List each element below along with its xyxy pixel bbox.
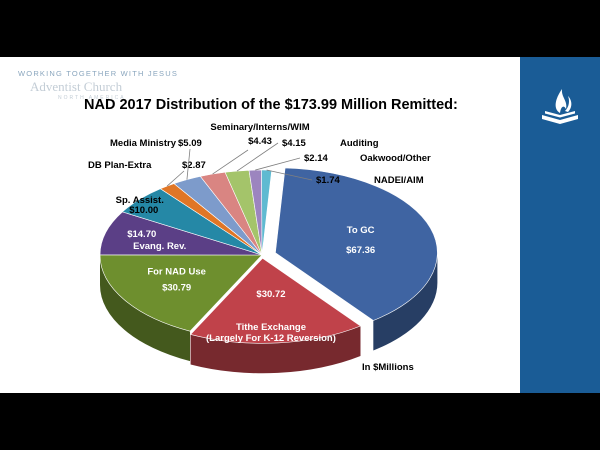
pie-side-for-nad-use (100, 255, 191, 362)
header-tagline: WORKING TOGETHER WITH JESUS (18, 69, 179, 78)
slice-value-evang-rev: $14.70 (127, 229, 156, 240)
brand-sidebar (520, 57, 600, 393)
slice-label-media-ministry: Media Ministry (110, 138, 177, 149)
pie-slice-tithe-exchange (190, 257, 362, 344)
slice-value-seminary-interns-wim: $4.43 (248, 136, 272, 147)
slice-value-oakwood-other: $2.14 (304, 153, 328, 164)
slice-label-sp-assist: Sp. Assist. (116, 195, 164, 206)
slice-value-tithe-exchange: $30.72 (256, 289, 285, 300)
pie-side-layer (100, 252, 438, 374)
pie-slice-to-gc (275, 167, 438, 321)
pie-chart: To GC $67.36 $30.72 Tithe Exchange(Largely … (88, 122, 438, 374)
slice-label-auditing: Auditing (340, 138, 379, 149)
slice-value-to-gc: $67.36 (346, 245, 375, 256)
pie-side-tithe-exchange (190, 326, 361, 374)
slice-value-db-plan-extra: $2.87 (182, 160, 206, 171)
pie-top-layer (99, 167, 438, 344)
org-header: WORKING TOGETHER WITH JESUS Adventist Ch… (18, 69, 218, 101)
pie-slice-evang-rev (99, 211, 263, 256)
slice-value-sp-assist: $10.00 (129, 205, 158, 216)
slide: WORKING TOGETHER WITH JESUS Adventist Ch… (0, 57, 600, 393)
unit-note: In $Millions (362, 362, 414, 373)
slice-value-auditing: $4.15 (282, 138, 306, 149)
leader-line-nadei-aim (266, 169, 313, 181)
leader-line-seminary-interns-wim (212, 149, 249, 175)
pie-slice-nadei-aim (261, 169, 273, 256)
pie-slice-for-nad-use (99, 254, 263, 332)
slice-label-seminary-interns-wim: Seminary/Interns/WIM (210, 122, 309, 133)
slice-label-db-plan-extra: DB Plan-Extra (88, 160, 152, 171)
leader-line-auditing (236, 142, 279, 172)
slice-value-media-ministry: $5.09 (178, 138, 202, 149)
adventist-flame-book-icon (542, 89, 578, 124)
slice-value-nadei-aim: $1.74 (316, 175, 340, 186)
slice-label-evang-rev: Evang. Rev. (133, 241, 186, 252)
pie-side-to-gc (373, 252, 438, 351)
chart-title: NAD 2017 Distribution of the $173.99 Mil… (84, 97, 458, 113)
slice-label-for-nad-use: For NAD Use (147, 267, 206, 278)
slice-label-to-gc: To GC (347, 225, 375, 236)
leader-line-db-plan-extra (166, 170, 185, 187)
slice-label-tithe-exchange: Tithe Exchange (236, 322, 306, 333)
header-org-sub: NORTH AMERICA (58, 95, 126, 101)
header-org-name: Adventist Church (30, 79, 123, 94)
leader-line-media-ministry (186, 148, 191, 180)
slice-label-nadei-aim: NADEI/AIM (374, 175, 424, 186)
slice-value-for-nad-use: $30.79 (162, 283, 191, 294)
leader-line-oakwood-other (255, 157, 301, 171)
slice-sublabel-tithe-exchange: (Largely For K-12 Reversion) (206, 333, 336, 344)
slice-label-oakwood-other: Oakwood/Other (360, 153, 431, 164)
pie-label-layer: To GC $67.36 $30.72 Tithe Exchange(Largely … (88, 122, 431, 373)
